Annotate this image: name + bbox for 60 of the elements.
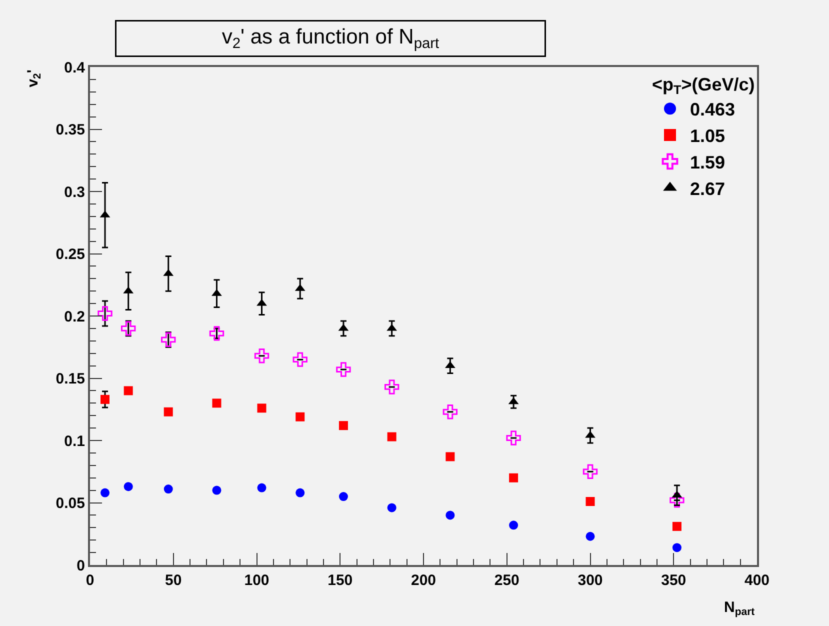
point bbox=[384, 380, 400, 394]
y-tick-label: 0.2 bbox=[64, 308, 85, 326]
point bbox=[209, 326, 224, 341]
y-tick-label: 0.4 bbox=[64, 59, 86, 76]
point bbox=[124, 386, 133, 396]
point bbox=[212, 398, 222, 408]
y-tick-label: 0 bbox=[76, 557, 85, 574]
point bbox=[292, 352, 308, 367]
x-tick-label: 100 bbox=[244, 572, 270, 589]
legend-label: 1.05 bbox=[690, 126, 726, 146]
point bbox=[672, 522, 682, 531]
point bbox=[586, 532, 595, 541]
y-tick-label: 0.35 bbox=[56, 122, 85, 138]
point bbox=[257, 483, 266, 492]
y-tick-label: 0.05 bbox=[56, 495, 85, 512]
legend-label: 2.67 bbox=[690, 178, 726, 199]
point bbox=[582, 464, 598, 479]
point bbox=[254, 348, 270, 364]
chart-title: v$_{2}$' as a function of N$_{part}$ bbox=[222, 26, 440, 52]
point bbox=[446, 510, 455, 520]
x-tick-label: 200 bbox=[410, 572, 436, 589]
x-axis-title: N$_{part}$ bbox=[724, 599, 756, 618]
y-tick-label: 0.3 bbox=[64, 184, 85, 201]
point bbox=[338, 492, 348, 502]
x-tick-label: 150 bbox=[328, 572, 353, 589]
point bbox=[338, 421, 348, 430]
point bbox=[387, 432, 396, 442]
point bbox=[161, 332, 176, 347]
y-tick-label: 0.1 bbox=[64, 432, 85, 450]
legend-title: <p$_{T}$>(GeV/c) bbox=[652, 74, 755, 98]
x-tick-label: 400 bbox=[744, 572, 770, 589]
point bbox=[164, 484, 173, 494]
legend-label: 1.59 bbox=[690, 152, 726, 172]
point bbox=[124, 482, 133, 492]
point bbox=[446, 452, 455, 462]
x-tick-label: 350 bbox=[661, 572, 686, 589]
x-tick-label: 50 bbox=[165, 572, 182, 589]
x-tick-label: 300 bbox=[578, 572, 603, 589]
point bbox=[586, 497, 595, 506]
point bbox=[672, 543, 682, 552]
point bbox=[509, 473, 518, 482]
point bbox=[164, 407, 173, 416]
point bbox=[296, 488, 305, 498]
y-tick-label: 0.15 bbox=[56, 370, 85, 388]
point bbox=[387, 503, 396, 512]
point bbox=[212, 486, 222, 495]
y-tick-label: 0.25 bbox=[56, 246, 85, 263]
point bbox=[257, 404, 266, 413]
point bbox=[442, 404, 458, 420]
point bbox=[121, 321, 136, 336]
point bbox=[506, 430, 521, 446]
point bbox=[100, 394, 110, 404]
x-tick-label: 250 bbox=[494, 572, 520, 589]
legend-label: 0.463 bbox=[690, 100, 736, 120]
point bbox=[509, 520, 518, 530]
point bbox=[100, 488, 110, 498]
point bbox=[296, 412, 305, 422]
point bbox=[336, 362, 351, 377]
point bbox=[98, 306, 112, 321]
point bbox=[670, 492, 684, 508]
